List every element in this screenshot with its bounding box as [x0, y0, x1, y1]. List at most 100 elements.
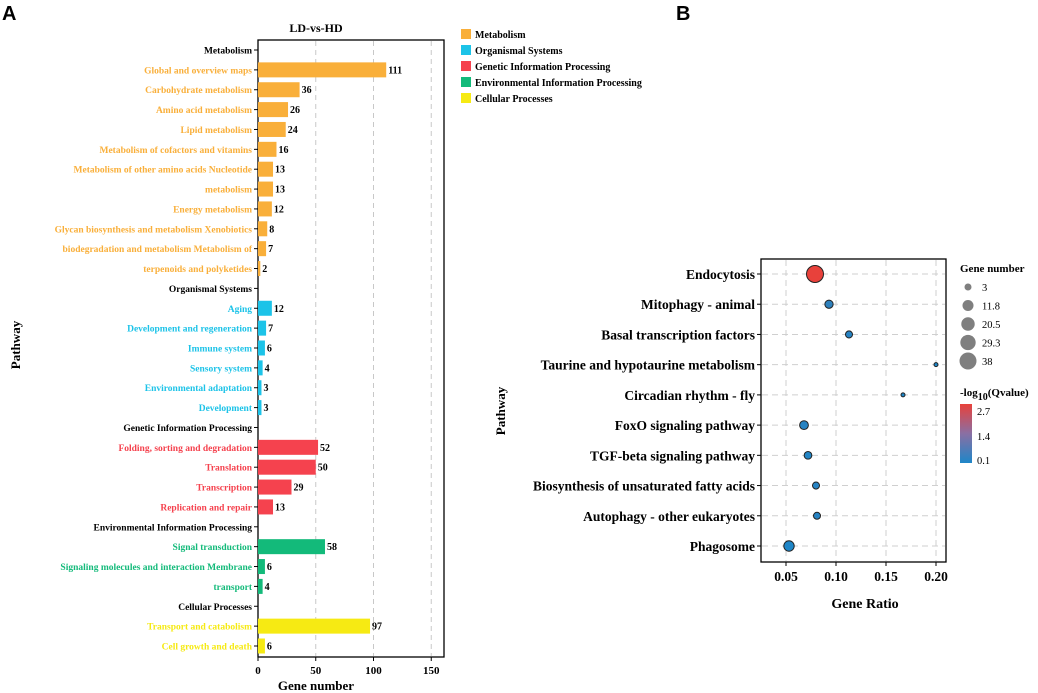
bar-biodegradation-and-metabolism-metabolism-of [258, 241, 267, 257]
panel-a-x-axis-ticks: 0 50 100 150 [255, 657, 440, 677]
row-label: Transport and catabolism [147, 623, 252, 633]
panel-a: A Pathway LD-vs-HD Metabolism Global and … [2, 3, 642, 693]
row-label: Replication and repair [160, 503, 252, 513]
bar-transcription [258, 479, 292, 495]
row-label: Translation [205, 464, 253, 474]
panel-a-x-axis-title: Gene number [278, 678, 354, 693]
legend-swatch-metabolism [461, 29, 471, 39]
row-label: terpenoids and polyketides [143, 265, 252, 275]
row-label: Sensory system [190, 364, 252, 374]
panel-a-gridlines [315, 41, 432, 656]
bar-development-and-regeneration [258, 320, 267, 336]
legend-swatch-organismal-systems [461, 45, 471, 55]
color-legend-tick-label: 2.7 [977, 407, 990, 418]
bar-translation [258, 459, 316, 475]
row-label: Signal transduction [173, 543, 253, 553]
panel-a-y-axis-title: Pathway [8, 320, 23, 369]
panel-a-label: A [2, 3, 16, 25]
bubble-foxo-signaling-pathway [799, 420, 809, 431]
value-label: 50 [318, 463, 328, 474]
bar-glycan-biosynthesis-and-metabolism-xenobiotics [258, 221, 268, 237]
panel-b-label: B [676, 3, 690, 25]
value-label: 26 [290, 105, 300, 116]
size-legend-label: 38 [982, 357, 993, 368]
bar-immune-system [258, 340, 265, 356]
value-label: 12 [274, 204, 284, 215]
legend-swatch-genetic-information-processing [461, 61, 471, 71]
row-label: Folding, sorting and degradation [118, 444, 252, 454]
bubble-autophagy-other-eukaryotes [812, 511, 822, 520]
panel-a-value-labels: 1113626241613131287212764335250291358649… [262, 65, 402, 652]
row-label: Metabolism of cofactors and vitamins [99, 146, 252, 156]
value-label: 13 [275, 165, 285, 176]
panel-b-bubbles [783, 265, 939, 552]
pathway-label: Biosynthesis of unsaturated fatty acids [533, 479, 755, 494]
panel-a-bars [258, 62, 387, 654]
value-label: 3 [263, 403, 268, 414]
value-label: 12 [274, 304, 284, 315]
row-label: Environmental adaptation [145, 384, 253, 394]
row-label: Aging [228, 305, 253, 315]
bar-global-and-overview-maps [258, 62, 387, 78]
value-label: 13 [275, 185, 285, 196]
value-label: 7 [268, 244, 273, 255]
x-tick-label: 100 [365, 665, 382, 677]
bar-environmental-adaptation [258, 380, 262, 396]
value-label: 8 [269, 224, 274, 235]
pathway-label: Basal transcription factors [601, 327, 755, 342]
bar-replication-and-repair [258, 499, 274, 515]
x-tick-label: 0.05 [774, 569, 798, 584]
bar-lipid-metabolism [258, 121, 286, 137]
bubble-taurine-and-hypotaurine-metabolism [933, 362, 939, 368]
size-legend-circle [959, 352, 977, 370]
value-label: 58 [327, 542, 337, 553]
legend-label-environmental-information-processing: Environmental Information Processing [475, 78, 642, 89]
x-tick-label: 50 [310, 665, 322, 677]
value-label: 111 [388, 65, 402, 76]
pathway-label: Phagosome [690, 539, 755, 554]
size-legend-circle [964, 283, 972, 291]
panel-a-plot-frame [257, 39, 445, 658]
pathway-label: Autophagy - other eukaryotes [583, 509, 755, 524]
pathway-label: Taurine and hypotaurine metabolism [541, 358, 756, 373]
row-label: Development [199, 404, 253, 414]
bubble-phagosome [783, 540, 795, 552]
value-label: 97 [372, 622, 382, 633]
pathway-label: TGF-beta signaling pathway [590, 448, 755, 463]
legend-label-organismal-systems: Organismal Systems [475, 46, 563, 57]
value-label: 36 [302, 85, 312, 96]
row-label: Metabolism of other amino acids Nucleoti… [74, 166, 252, 176]
panel-b-plot-frame [760, 258, 947, 563]
row-label: Global and overview maps [144, 66, 252, 76]
value-label: 13 [275, 502, 285, 513]
pathway-label: Endocytosis [686, 267, 755, 282]
pathway-label: Circadian rhythm - fly [624, 388, 755, 403]
size-legend-label: 20.5 [982, 320, 1000, 331]
size-legend-title: Gene number [960, 263, 1025, 275]
category-header-label: Environmental Information Processing [93, 523, 252, 533]
size-legend-circle [961, 317, 975, 331]
category-header-label: Metabolism [204, 47, 252, 57]
color-legend-bar [960, 404, 972, 463]
panel-b-y-axis-title: Pathway [493, 386, 508, 435]
bar-development [258, 400, 262, 416]
pathway-label: FoxO signaling pathway [615, 418, 756, 433]
bubble-circadian-rhythm-fly [900, 392, 906, 398]
panel-a-chart-title: LD-vs-HD [289, 21, 343, 35]
value-label: 24 [288, 125, 298, 136]
size-legend-label: 29.3 [982, 339, 1000, 350]
row-label: Energy metabolism [173, 205, 252, 215]
value-label: 6 [267, 562, 272, 573]
value-label: 4 [265, 363, 270, 374]
panel-a-row-labels: Metabolism Global and overview maps Carboh… [55, 47, 258, 653]
row-label: Amino acid metabolism [156, 106, 252, 116]
bubble-biosynthesis-of-unsaturated-fatty-acids [811, 481, 821, 490]
row-label: Transcription [196, 484, 252, 494]
legend-label-metabolism: Metabolism [475, 30, 526, 41]
bar-metabolism-of-cofactors-and-vitamins [258, 141, 277, 157]
panel-b: B Pathway Endocytosis Mitophagy - animal B… [493, 3, 1029, 612]
value-label: 4 [265, 582, 270, 593]
bar-transport-and-catabolism [258, 618, 371, 634]
value-label: 29 [293, 483, 303, 494]
